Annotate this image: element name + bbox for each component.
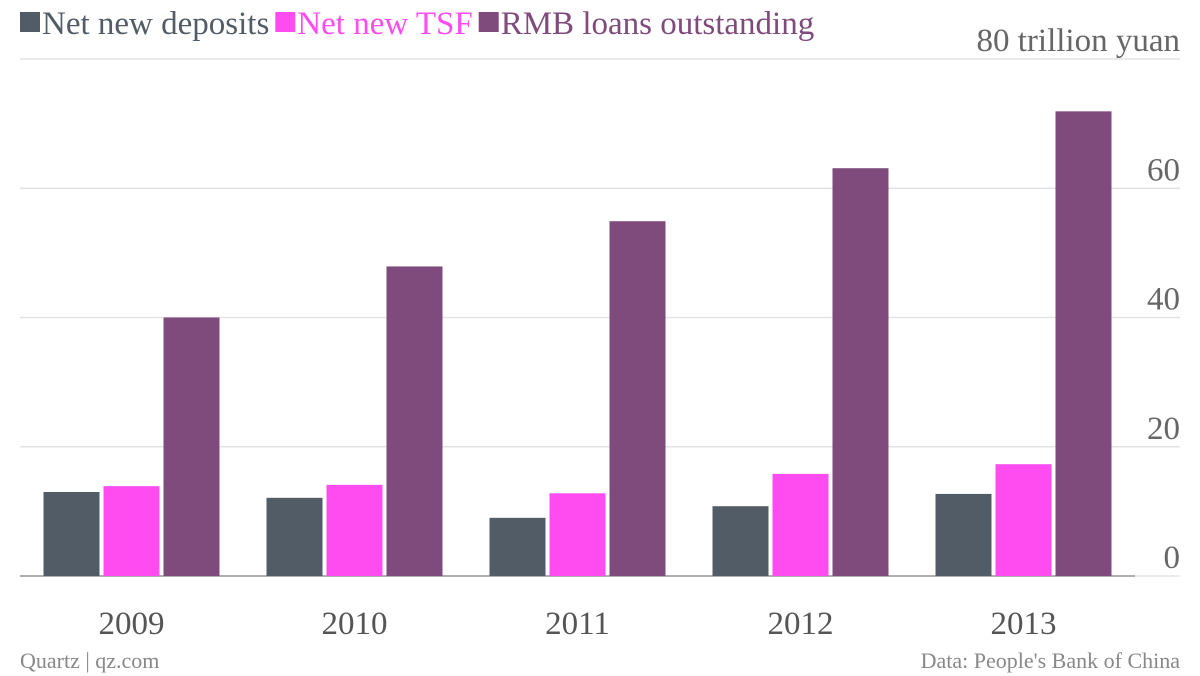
bar <box>1055 111 1112 576</box>
y-tick-label: 0 <box>1164 540 1181 576</box>
bar <box>772 473 829 576</box>
bar <box>163 317 220 576</box>
legend-label: Net new deposits <box>42 6 269 42</box>
bar <box>549 493 606 576</box>
bar <box>712 506 769 576</box>
bar <box>489 517 546 576</box>
bar <box>386 266 443 576</box>
legend-swatch <box>478 12 499 32</box>
bar <box>832 168 889 576</box>
x-tick-label: 2009 <box>99 606 165 642</box>
legend-swatch <box>275 12 296 32</box>
y-tick-label: 40 <box>1147 282 1180 318</box>
legend-swatch <box>20 12 40 32</box>
bar <box>995 464 1052 576</box>
legend-label: RMB loans outstanding <box>501 6 815 42</box>
x-tick-label: 2012 <box>768 606 834 642</box>
source: Data: People's Bank of China <box>921 648 1181 673</box>
bar <box>43 491 100 576</box>
bar <box>609 221 666 577</box>
x-tick-label: 2013 <box>991 606 1057 642</box>
x-tick-label: 2011 <box>545 606 610 642</box>
bar <box>326 484 383 576</box>
bar <box>103 486 160 576</box>
x-tick-label: 2010 <box>322 606 388 642</box>
bar <box>935 493 992 576</box>
y-tick-label: 80 trillion yuan <box>977 23 1180 59</box>
credit: Quartz | qz.com <box>20 648 159 673</box>
legend-label: Net new TSF <box>297 6 472 42</box>
y-tick-label: 60 <box>1147 152 1180 188</box>
bar <box>266 497 323 576</box>
y-tick-label: 20 <box>1147 411 1180 447</box>
